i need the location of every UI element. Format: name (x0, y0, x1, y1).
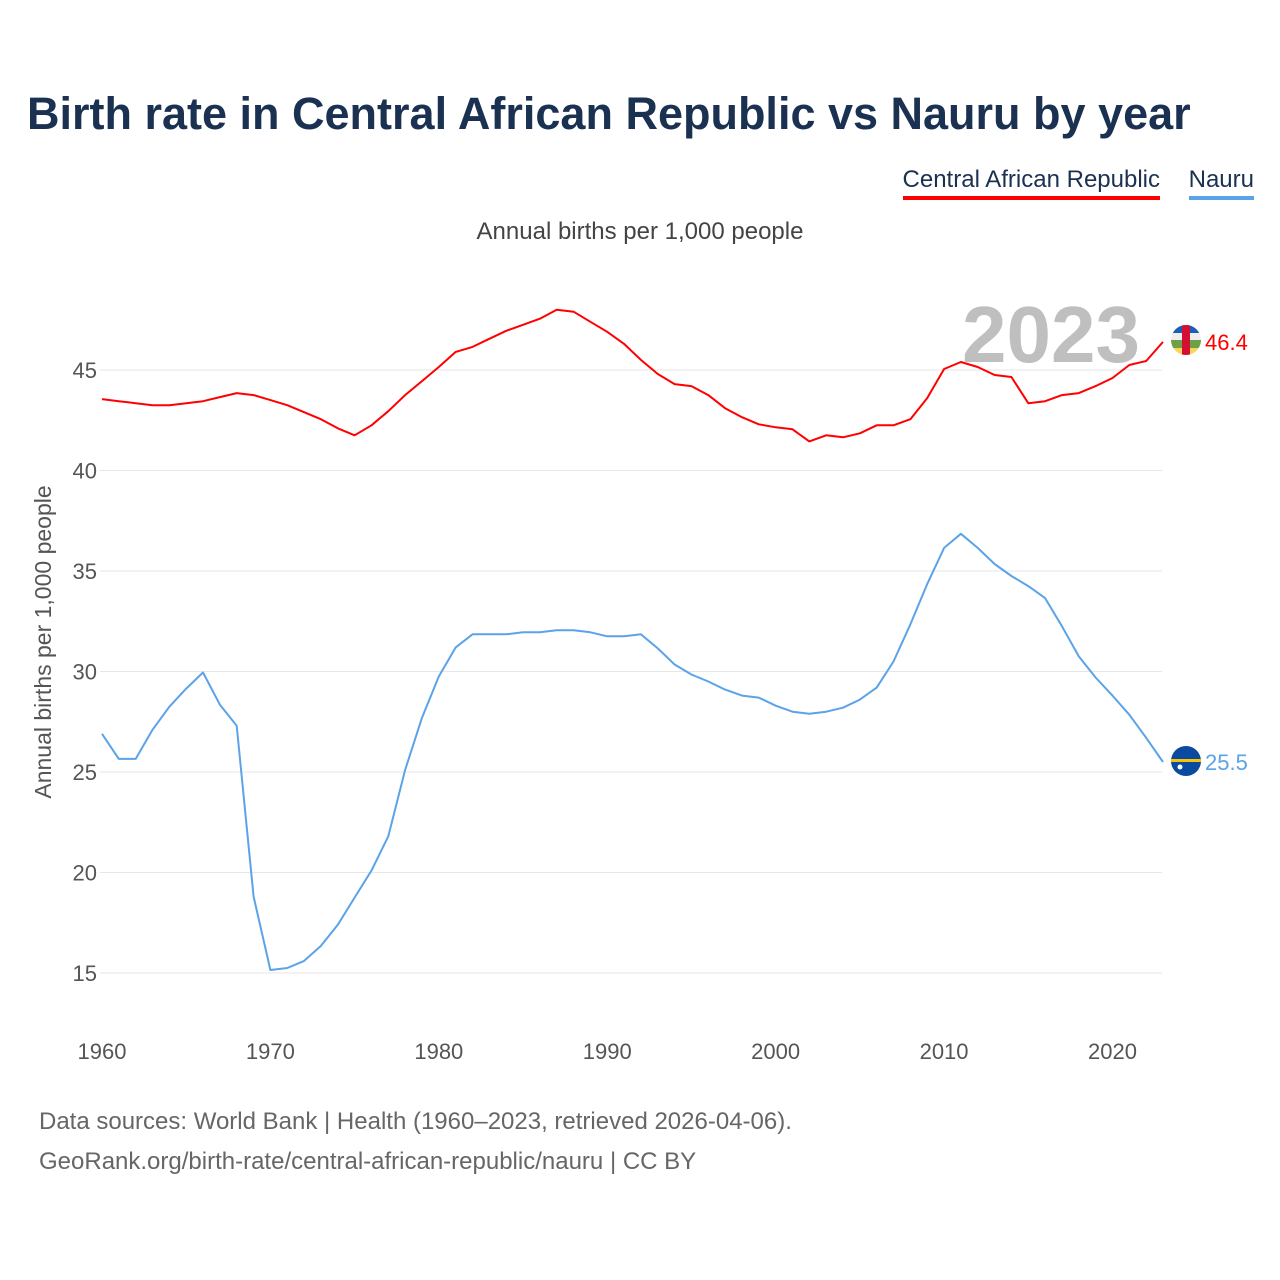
series-lines (101, 308, 1164, 971)
series-line-central-african-republic (101, 308, 1164, 443)
gridlines (100, 369, 1162, 974)
footer-source: Data sources: World Bank | Health (1960–… (39, 1108, 792, 1135)
end-labels: 46.4 25.5 (1205, 330, 1248, 775)
x-tick-label: 1980 (414, 1039, 463, 1064)
x-tick-label: 2010 (920, 1039, 969, 1064)
y-tick-label: 45 (73, 358, 97, 383)
chart-title: Birth rate in Central African Republic v… (27, 88, 1191, 139)
series-line-nauru (101, 532, 1164, 971)
x-axis-ticks: 1960 1970 1980 1990 2000 2010 2020 (78, 1039, 1137, 1064)
central-african-republic-flag-icon (1171, 325, 1201, 355)
footer-link[interactable]: GeoRank.org/birth-rate/central-african-r… (39, 1148, 697, 1175)
x-tick-label: 1960 (78, 1039, 127, 1064)
y-tick-label: 40 (73, 459, 97, 484)
year-label: 2023 (962, 290, 1140, 379)
y-axis-ticks: 15 20 25 30 35 40 45 (73, 358, 97, 986)
x-tick-label: 2000 (751, 1039, 800, 1064)
x-tick-label: 1990 (583, 1039, 632, 1064)
chart-subtitle: Annual births per 1,000 people (476, 218, 804, 245)
line-chart: 15 20 25 30 35 40 45 1960 1970 1980 1990 2000 2010 2… (30, 290, 1248, 1064)
y-tick-label: 35 (73, 559, 97, 584)
y-tick-label: 20 (73, 861, 97, 886)
x-tick-label: 1970 (246, 1039, 295, 1064)
y-tick-label: 25 (73, 760, 97, 785)
y-tick-label: 30 (73, 660, 97, 685)
legend-item-central-african-republic[interactable]: Central African Republic (902, 166, 1160, 200)
x-tick-label: 2020 (1088, 1039, 1137, 1064)
end-value-label-nauru: 25.5 (1205, 750, 1248, 775)
y-axis-label: Annual births per 1,000 people (30, 485, 56, 798)
y-tick-label: 15 (73, 961, 97, 986)
nauru-flag-icon (1171, 746, 1201, 776)
legend-item-nauru[interactable]: Nauru (1188, 166, 1254, 200)
end-value-label-central-african-republic: 46.4 (1205, 330, 1248, 355)
